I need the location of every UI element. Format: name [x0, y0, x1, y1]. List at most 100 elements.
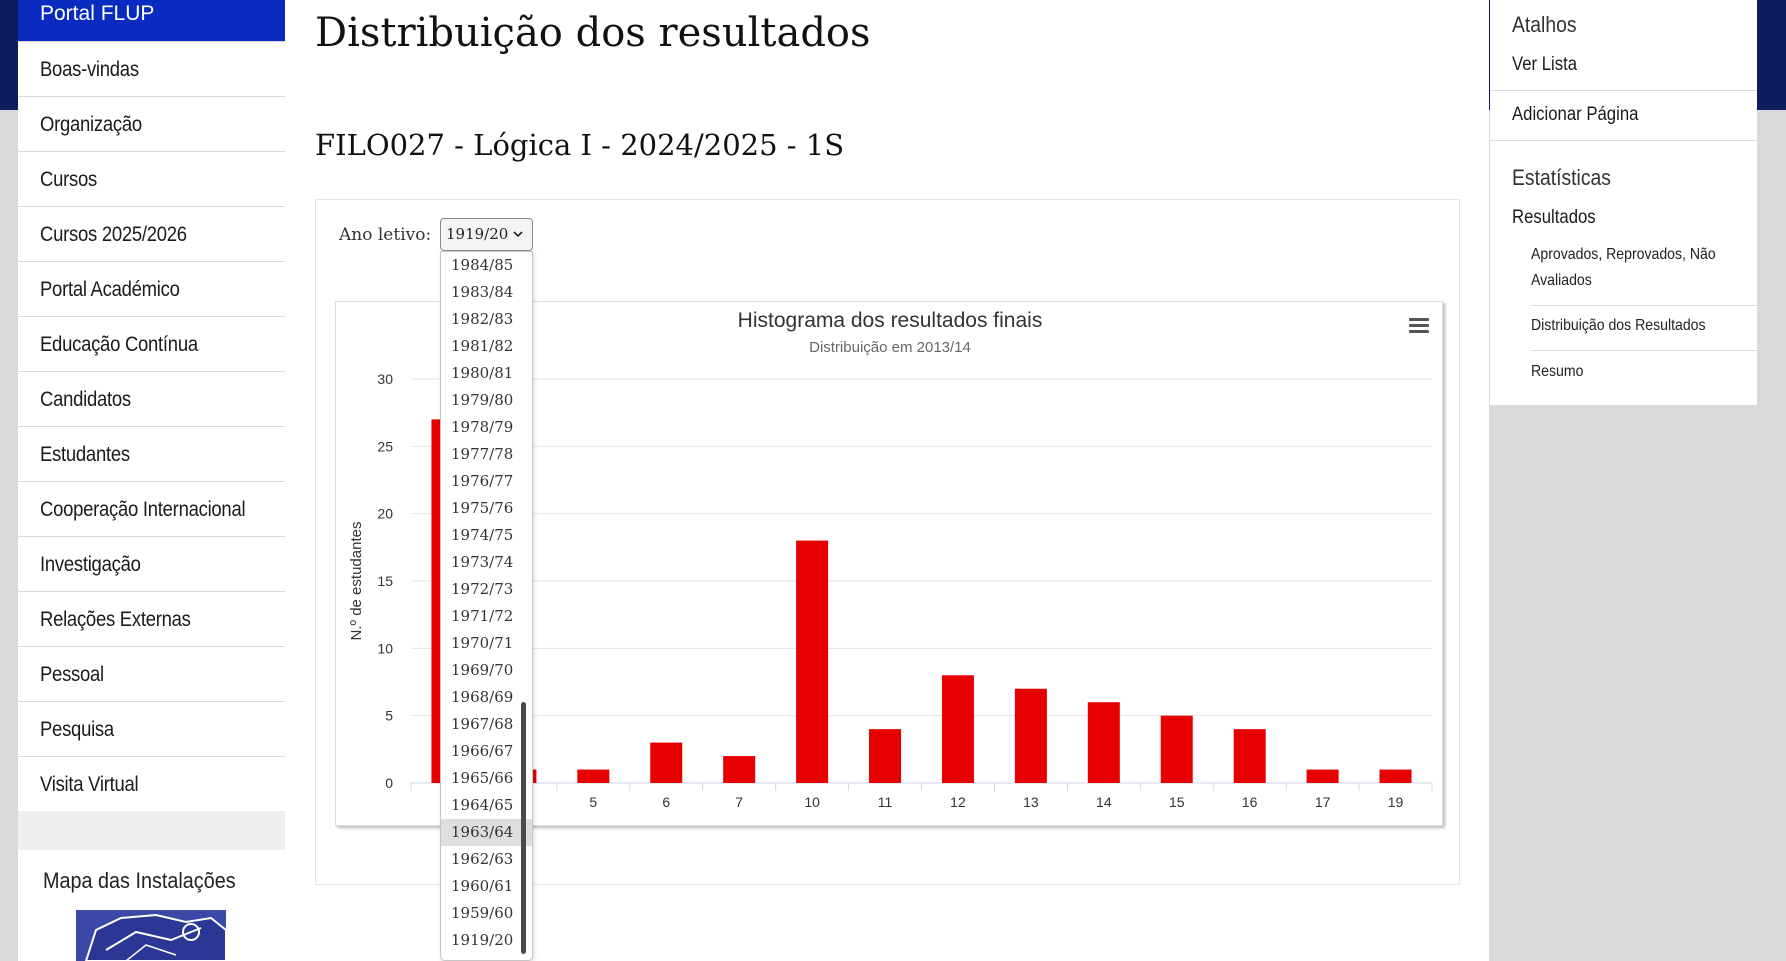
map-title: Mapa das Instalações — [43, 868, 236, 894]
year-option[interactable]: 1969/70 — [441, 657, 532, 684]
year-select-value: 1919/20 — [446, 225, 508, 243]
x-tick-label: 11 — [878, 794, 893, 810]
y-tick-label: 25 — [377, 438, 393, 454]
x-tick-label: 15 — [1169, 794, 1185, 810]
bar-15 — [1161, 716, 1193, 783]
year-option[interactable]: 1978/79 — [441, 414, 532, 441]
left-sidebar: Portal FLUP Boas-vindas Organização Cursos… — [18, 0, 285, 811]
year-option[interactable]: 1975/76 — [441, 495, 532, 522]
year-dropdown-list[interactable]: 1984/85 1983/84 1982/83 1981/82 1980/81 1979/… — [440, 251, 533, 961]
year-option[interactable]: 1970/71 — [441, 630, 532, 657]
sidebar-item-label: Investigação — [40, 537, 141, 592]
sidebar-item-13[interactable]: Visita Virtual — [18, 756, 285, 811]
dropdown-scrollbar[interactable] — [521, 702, 526, 954]
year-option[interactable]: 1968/69 — [441, 684, 532, 711]
add-page-link[interactable]: Adicionar Página — [1512, 104, 1638, 126]
x-tick-label: 19 — [1388, 794, 1404, 810]
sub-item-distribution[interactable]: Distribuição dos Resultados — [1531, 313, 1706, 339]
sidebar-item-10[interactable]: Relações Externas — [18, 591, 285, 646]
year-option[interactable]: 1966/67 — [441, 738, 532, 765]
divider — [1490, 90, 1757, 91]
bar-14 — [1088, 702, 1120, 783]
year-option[interactable]: 1981/82 — [441, 333, 532, 360]
sidebar-item-label: Cooperação Internacional — [40, 482, 245, 537]
x-tick-label: 14 — [1096, 794, 1112, 810]
sidebar-item-label: Cursos 2025/2026 — [40, 207, 187, 262]
sidebar-item-9[interactable]: Investigação — [18, 536, 285, 591]
year-option[interactable]: 1963/64 — [441, 819, 532, 846]
sidebar-item-label: Estudantes — [40, 427, 130, 482]
sidebar-item-label: Boas-vindas — [40, 42, 139, 97]
stats-heading: Estatísticas — [1512, 165, 1611, 191]
year-option[interactable]: 1919/20 — [441, 927, 532, 954]
chart-menu-icon[interactable] — [1409, 318, 1429, 333]
bar-11 — [869, 729, 901, 783]
year-option[interactable]: 1980/81 — [441, 360, 532, 387]
year-select[interactable]: 1919/20 — [440, 218, 533, 251]
bar-10 — [796, 541, 828, 783]
sidebar-item-3[interactable]: Cursos 2025/2026 — [18, 206, 285, 261]
year-option[interactable]: 1965/66 — [441, 765, 532, 792]
year-option[interactable]: 1959/60 — [441, 900, 532, 927]
x-tick-label: 5 — [589, 794, 597, 810]
x-tick-label: 6 — [662, 794, 670, 810]
sidebar-item-2[interactable]: Cursos — [18, 151, 285, 206]
map-thumbnail[interactable] — [76, 910, 226, 961]
year-option[interactable]: 1973/74 — [441, 549, 532, 576]
chart-subtitle: Distribuição em 2013/14 — [809, 339, 971, 356]
y-tick-label: 20 — [377, 506, 393, 522]
sidebar-item-label: Pesquisa — [40, 702, 114, 757]
sidebar-item-5[interactable]: Educação Contínua — [18, 316, 285, 371]
divider — [1531, 305, 1757, 306]
bar-12 — [942, 675, 974, 783]
shortcuts-heading: Atalhos — [1512, 12, 1577, 38]
divider — [1490, 140, 1757, 141]
year-option[interactable]: 1971/72 — [441, 603, 532, 630]
year-option[interactable]: 1984/85 — [441, 252, 532, 279]
sidebar-item-label: Candidatos — [40, 372, 131, 427]
year-option[interactable]: 1964/65 — [441, 792, 532, 819]
year-option[interactable]: 1977/78 — [441, 441, 532, 468]
x-tick-label: 13 — [1023, 794, 1039, 810]
map-box: Mapa das Instalações — [18, 850, 285, 961]
sidebar-item-11[interactable]: Pessoal — [18, 646, 285, 701]
sub-item-approved[interactable]: Aprovados, Reprovados, Não Avaliados — [1531, 242, 1720, 294]
sidebar-item-label: Organização — [40, 97, 142, 152]
bar-13 — [1015, 689, 1047, 783]
sidebar-item-1[interactable]: Organização — [18, 96, 285, 151]
sidebar-item-12[interactable]: Pesquisa — [18, 701, 285, 756]
y-axis-label: N.º de estudantes — [348, 522, 365, 641]
bar-16 — [1234, 729, 1266, 783]
y-tick-label: 10 — [377, 640, 393, 656]
sidebar-item-label: Relações Externas — [40, 592, 191, 647]
main-content: Distribuição dos resultados FILO027 - Ló… — [285, 0, 1489, 961]
year-option[interactable]: 1982/83 — [441, 306, 532, 333]
x-tick-label: 10 — [804, 794, 820, 810]
y-tick-label: 0 — [385, 775, 393, 791]
sidebar-item-6[interactable]: Candidatos — [18, 371, 285, 426]
x-tick-label: 17 — [1315, 794, 1331, 810]
sidebar-item-4[interactable]: Portal Académico — [18, 261, 285, 316]
year-option[interactable]: 1979/80 — [441, 387, 532, 414]
page-title: Distribuição dos resultados — [315, 10, 871, 56]
results-link[interactable]: Resultados — [1512, 207, 1596, 229]
year-option[interactable]: 1976/77 — [441, 468, 532, 495]
sidebar-item-0[interactable]: Boas-vindas — [18, 41, 285, 96]
year-option[interactable]: 1983/84 — [441, 279, 532, 306]
y-tick-label: 15 — [377, 573, 393, 589]
year-option[interactable]: 1972/73 — [441, 576, 532, 603]
sidebar-item-8[interactable]: Cooperação Internacional — [18, 481, 285, 536]
bar-7 — [723, 756, 755, 783]
sidebar-item-label: Pessoal — [40, 647, 104, 702]
year-option[interactable]: 1962/63 — [441, 846, 532, 873]
year-option[interactable]: 1967/68 — [441, 711, 532, 738]
chart-title: Histograma dos resultados finais — [738, 309, 1043, 332]
view-list-link[interactable]: Ver Lista — [1512, 54, 1577, 76]
year-option[interactable]: 1960/61 — [441, 873, 532, 900]
sub-item-summary[interactable]: Resumo — [1531, 359, 1583, 385]
sidebar-item-7[interactable]: Estudantes — [18, 426, 285, 481]
sidebar-item-label: Cursos — [40, 152, 97, 207]
portal-flup-link[interactable]: Portal FLUP — [18, 0, 285, 41]
year-option[interactable]: 1974/75 — [441, 522, 532, 549]
y-tick-label: 30 — [377, 371, 393, 387]
